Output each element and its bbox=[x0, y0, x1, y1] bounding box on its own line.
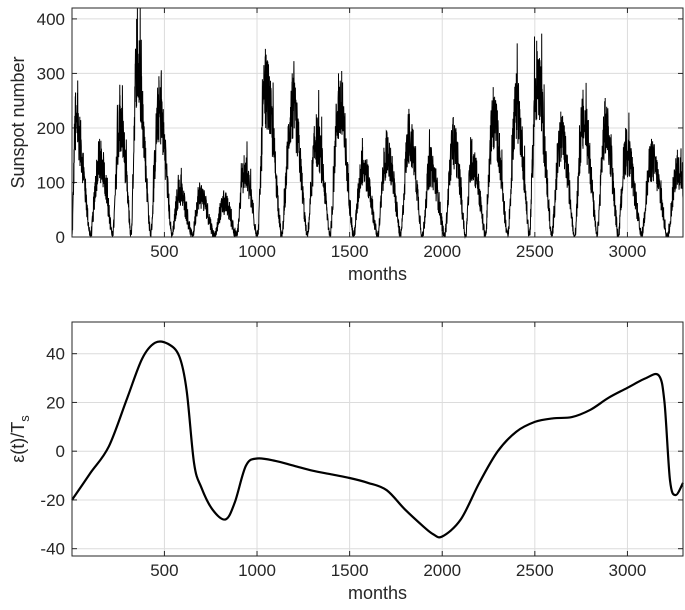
y-tick-label: 0 bbox=[56, 228, 65, 247]
y-tick-label: -40 bbox=[40, 540, 65, 559]
x-tick-label: 500 bbox=[150, 561, 178, 580]
sunspot-axes-frame bbox=[71, 7, 684, 238]
sunspot-y-axis-label: Sunspot number bbox=[8, 56, 28, 188]
y-tick-label: -20 bbox=[40, 491, 65, 510]
epsilon-series-line bbox=[71, 340, 684, 539]
y-tick-label: 100 bbox=[37, 173, 65, 192]
y-tick-label: 0 bbox=[56, 442, 65, 461]
epsilon-ticks: 500 1000 1500 2000 2500 3000 -40 -20 0 20 40 bbox=[40, 322, 683, 580]
x-tick-label: 2500 bbox=[516, 561, 554, 580]
epsilon-grid bbox=[72, 322, 683, 556]
x-tick-label: 2000 bbox=[423, 242, 461, 261]
x-tick-label: 1000 bbox=[238, 242, 276, 261]
x-tick-label: 3000 bbox=[609, 561, 647, 580]
epsilon-y-axis-label: ε(t)/Ts bbox=[8, 415, 32, 463]
x-tick-label: 3000 bbox=[609, 242, 647, 261]
y-tick-label: 300 bbox=[37, 64, 65, 83]
x-tick-label: 1000 bbox=[238, 561, 276, 580]
sunspot-series-line bbox=[71, 7, 684, 239]
y-tick-label: 400 bbox=[37, 10, 65, 29]
x-tick-label: 1500 bbox=[331, 561, 369, 580]
x-tick-label: 2000 bbox=[423, 561, 461, 580]
x-tick-label: 1500 bbox=[331, 242, 369, 261]
sunspot-ticks: 500 1000 1500 2000 2500 3000 0 100 200 300 400 bbox=[37, 8, 683, 261]
epsilon-axes-frame bbox=[71, 321, 684, 557]
x-tick-label: 2500 bbox=[516, 242, 554, 261]
sunspot-panel: 500 1000 1500 2000 2500 3000 0 100 200 300 400 mon… bbox=[8, 7, 684, 284]
epsilon-panel: 500 1000 1500 2000 2500 3000 -40 -20 0 20 40 month… bbox=[8, 321, 684, 603]
sunspot-x-axis-label: months bbox=[348, 264, 407, 284]
y-tick-label: 40 bbox=[46, 345, 65, 364]
y-tick-label: 200 bbox=[37, 119, 65, 138]
epsilon-y-label-subscript: s bbox=[17, 415, 32, 422]
epsilon-x-axis-label: months bbox=[348, 583, 407, 603]
epsilon-y-label-main: ε(t)/T bbox=[8, 422, 28, 463]
y-tick-label: 20 bbox=[46, 393, 65, 412]
x-tick-label: 500 bbox=[150, 242, 178, 261]
